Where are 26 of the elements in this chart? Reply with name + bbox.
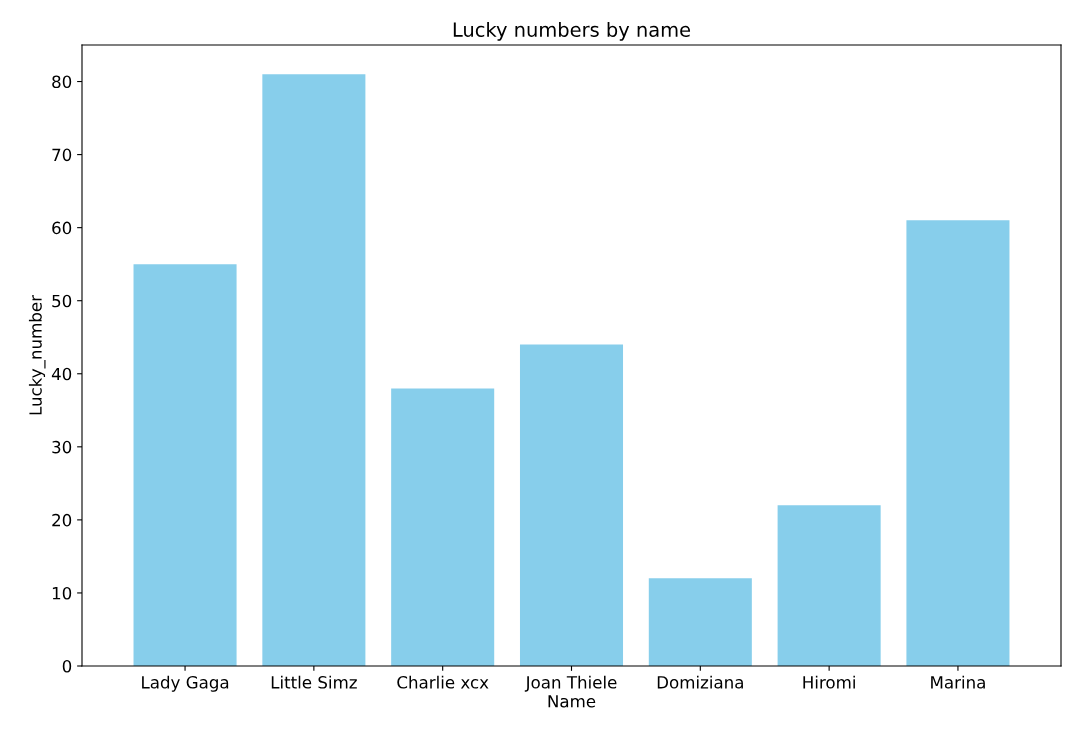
y-tick-label: 50 — [52, 294, 72, 308]
x-tick-label: Charlie xcx — [397, 675, 489, 689]
bar — [133, 264, 237, 666]
x-tick-label: Joan Thiele — [524, 675, 617, 692]
y-tick-label: 30 — [52, 440, 72, 454]
y-tick-label: 60 — [52, 221, 72, 235]
x-tick-label: Marina — [931, 675, 985, 689]
bar — [648, 578, 752, 666]
y-tick-label: 20 — [52, 513, 72, 527]
y-tick-label: 80 — [52, 75, 72, 89]
bar — [519, 344, 624, 666]
x-tick-label: Little Simz — [271, 675, 357, 689]
x-tick-label: Domiziana — [657, 675, 743, 689]
bar — [262, 74, 366, 666]
y-tick-label: 10 — [52, 586, 72, 600]
chart-title: Lucky numbers by name — [453, 21, 691, 41]
x-tick-label: Lady Gaga — [142, 675, 229, 692]
y-tick-label: 0 — [62, 659, 72, 673]
y-tick-label: 40 — [51, 367, 72, 381]
y-axis-title: Lucky_number — [28, 295, 46, 415]
x-tick-label: Hiromi — [803, 675, 855, 689]
bar — [391, 388, 495, 666]
bar — [906, 220, 1010, 666]
bar — [777, 505, 881, 666]
x-axis-title: Name — [548, 695, 596, 708]
y-tick-label: 70 — [52, 148, 72, 162]
